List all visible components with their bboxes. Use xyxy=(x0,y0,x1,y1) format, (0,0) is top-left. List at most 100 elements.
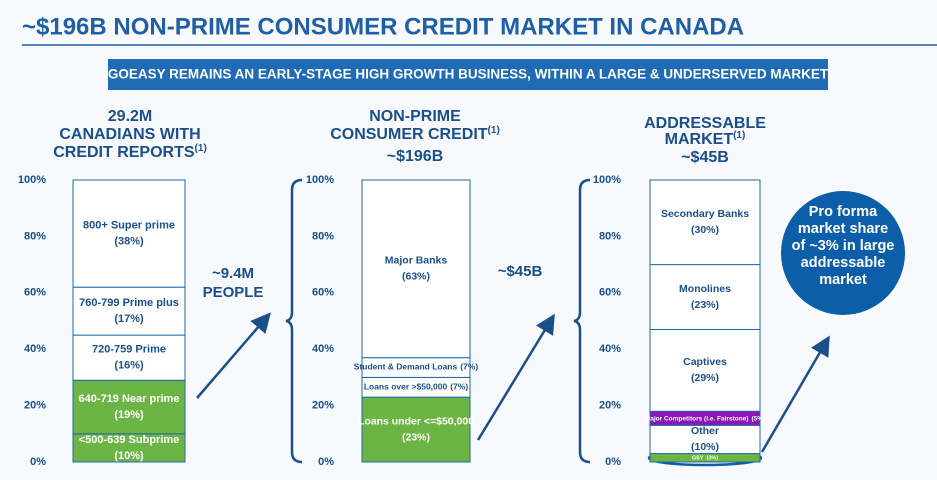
segment-value: (3%) xyxy=(707,456,719,462)
segment-label: Captives xyxy=(683,356,727,368)
segment-value: (23%) xyxy=(402,431,430,443)
y-tick-label: 100% xyxy=(593,174,621,186)
chart-title: CANADIANS WITH xyxy=(59,126,200,143)
footnote-mark: (1) xyxy=(488,125,500,136)
y-tick-label: 0% xyxy=(30,456,46,468)
segment-value: (17%) xyxy=(114,313,144,325)
callout-text: market share xyxy=(798,221,888,237)
segment-value: (19%) xyxy=(114,409,144,421)
bracket xyxy=(573,178,591,464)
chart-title: 29.2M xyxy=(108,108,152,125)
segment-name: Loans over >$50,000 xyxy=(364,382,448,392)
segment-value: (63%) xyxy=(402,271,430,283)
segment-label: Monolines xyxy=(679,283,731,295)
y-tick-label: 20% xyxy=(312,400,334,412)
title-line: NON-PRIME xyxy=(369,108,461,125)
title-line: CANADIANS WITH xyxy=(59,126,200,143)
bar-segment xyxy=(72,179,186,288)
segment-label: 760-799 Prime plus xyxy=(79,297,179,309)
title-line: CREDIT REPORTS xyxy=(53,144,195,161)
segment-value: (10%) xyxy=(691,441,719,453)
banner: GOEASY REMAINS AN EARLY-STAGE HIGH GROWT… xyxy=(108,67,829,82)
bar-segment xyxy=(72,379,186,435)
y-tick-label: 20% xyxy=(24,400,46,412)
arrow xyxy=(760,335,830,453)
title-line: 29.2M xyxy=(108,108,152,125)
bar-segment xyxy=(72,286,186,336)
y-tick-label: 80% xyxy=(599,230,621,242)
y-tick-label: 80% xyxy=(312,230,334,242)
segment-value: (16%) xyxy=(114,360,144,372)
segment-value: (29%) xyxy=(691,372,719,384)
bar-segment xyxy=(649,328,761,412)
chart-title: ADDRESSABLE xyxy=(644,115,766,132)
annotation: ~9.4M xyxy=(212,265,254,282)
segment-label: Loans under <=$50,000 xyxy=(358,415,474,427)
segment-name: GSY xyxy=(692,456,704,462)
title-line: MARKET xyxy=(665,131,734,148)
bar-segment xyxy=(72,334,186,381)
annotation: PEOPLE xyxy=(203,284,264,301)
segment-value: (30%) xyxy=(691,224,719,236)
bar-segment xyxy=(649,453,761,463)
chart-title: ~$45B xyxy=(681,149,729,166)
segment-value: (23%) xyxy=(691,299,719,311)
chart-title: CONSUMER CREDIT(1) xyxy=(330,125,500,144)
segment-value: (10%) xyxy=(114,450,144,462)
bracket xyxy=(285,178,303,464)
y-tick-label: 20% xyxy=(599,400,621,412)
bar-segment xyxy=(361,179,471,359)
y-tick-label: 40% xyxy=(312,343,334,355)
segment-label: Secondary Banks xyxy=(661,208,749,220)
y-tick-label: 0% xyxy=(605,456,621,468)
arrow xyxy=(196,312,271,399)
callout-circle xyxy=(781,191,905,315)
bar-segment xyxy=(649,264,761,330)
y-tick-label: 60% xyxy=(599,287,621,299)
callout-text: Pro forma xyxy=(809,204,878,220)
segment-label: Other xyxy=(691,425,719,437)
footnote-mark: (1) xyxy=(733,130,745,141)
segment-value: (38%) xyxy=(114,235,144,247)
segment-label: Loans over >$50,000 (7%) xyxy=(364,382,469,392)
segment-label: GSY (3%) xyxy=(692,456,718,462)
segment-label: 800+ Super prime xyxy=(83,219,175,231)
bar-segment xyxy=(72,433,186,463)
chart-title: CREDIT REPORTS(1) xyxy=(53,143,207,162)
title-line: ~$45B xyxy=(681,149,729,166)
title-line: ~$196B xyxy=(387,148,444,165)
segment-value: (5%) xyxy=(751,415,765,422)
callout-text: of ~3% in large xyxy=(792,238,895,254)
segment-label: <500-639 Subprime xyxy=(79,434,180,446)
bar-segment xyxy=(649,424,761,455)
segment-label: Major Banks xyxy=(385,255,448,267)
y-tick-label: 100% xyxy=(306,174,334,186)
callout-text: addressable xyxy=(801,255,886,271)
segment-label: Student & Demand Loans (7%) xyxy=(354,362,479,372)
footnote-mark: (1) xyxy=(195,143,207,154)
segment-name: Major Competitors (i.e. Fairstone) xyxy=(645,415,749,422)
y-tick-label: 40% xyxy=(24,343,46,355)
chart-title: ~$196B xyxy=(387,148,444,165)
segment-label: 640-719 Near prime xyxy=(79,393,180,405)
segment-name: Student & Demand Loans xyxy=(354,362,458,372)
title-line: CONSUMER CREDIT xyxy=(330,126,488,143)
y-tick-label: 40% xyxy=(599,343,621,355)
y-tick-label: 60% xyxy=(24,287,46,299)
header: ~$196B NON-PRIME CONSUMER CREDIT MARKET … xyxy=(22,13,744,40)
y-tick-label: 0% xyxy=(318,456,334,468)
chart-title: NON-PRIME xyxy=(369,108,461,125)
segment-value: (7%) xyxy=(460,362,478,372)
segment-label: 720-759 Prime xyxy=(92,344,166,356)
y-tick-label: 100% xyxy=(18,174,46,186)
bar-segment xyxy=(649,179,761,266)
callout-text: market xyxy=(819,272,867,288)
bar-segment xyxy=(361,396,471,463)
banner-box xyxy=(108,59,828,90)
y-tick-label: 60% xyxy=(312,287,334,299)
segment-label: Major Competitors (i.e. Fairstone) (5%) xyxy=(645,415,765,422)
segment-value: (7%) xyxy=(450,382,468,392)
annotation: ~$45B xyxy=(498,263,543,280)
